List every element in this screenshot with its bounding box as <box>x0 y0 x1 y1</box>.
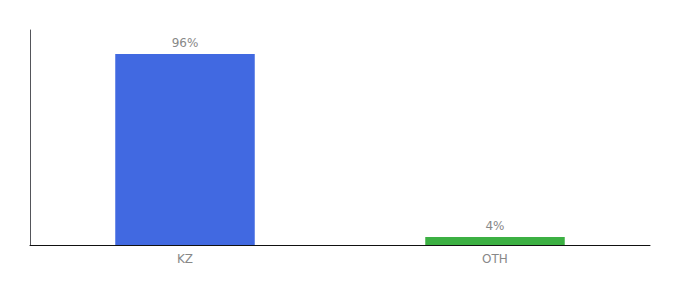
svg-text:4%: 4% <box>485 219 504 233</box>
svg-text:96%: 96% <box>172 36 199 50</box>
svg-text:KZ: KZ <box>177 252 193 266</box>
svg-text:OTH: OTH <box>482 252 508 266</box>
